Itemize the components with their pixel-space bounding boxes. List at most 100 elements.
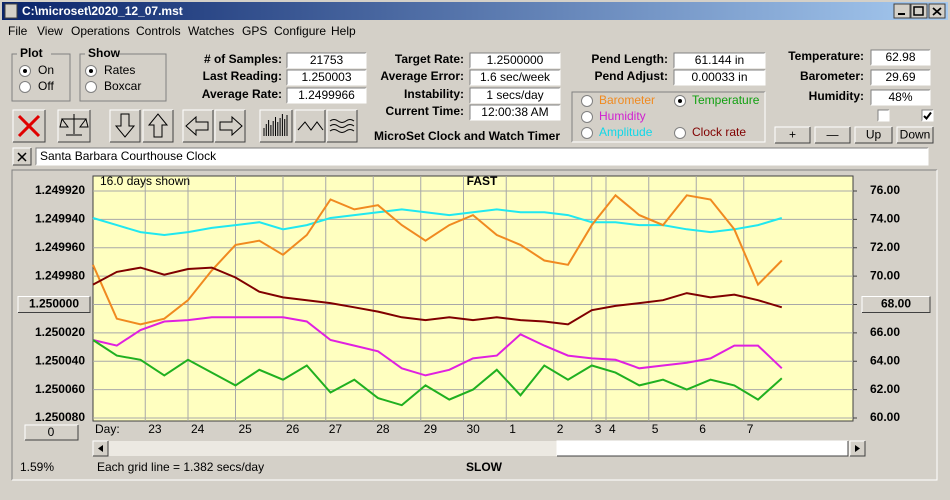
radio[interactable]: [581, 111, 593, 123]
tool-button-edge: [259, 109, 292, 142]
env-button-label[interactable]: —: [827, 128, 839, 142]
field-label: Temperature:: [788, 49, 864, 63]
offset-button-label[interactable]: 0: [48, 425, 55, 439]
tool-button-edge: [294, 109, 325, 142]
menu-item[interactable]: GPS: [242, 24, 267, 38]
series-line: [92, 266, 783, 326]
env-button[interactable]: [775, 127, 810, 143]
y2-tick-label: 72.00: [870, 240, 900, 254]
env-button-edge: [815, 127, 851, 144]
radio[interactable]: [581, 127, 593, 139]
menu-item[interactable]: File: [8, 24, 28, 38]
field-value: 12:00:38 AM: [481, 105, 548, 119]
field-label: Average Error:: [380, 69, 464, 83]
plot-select-label[interactable]: Clock rate: [692, 125, 746, 139]
field: [674, 70, 765, 85]
radio-label[interactable]: On: [38, 63, 54, 77]
checkbox-edge: [878, 110, 890, 122]
tool-button-edge: [182, 109, 213, 142]
y-marker-button[interactable]: [18, 296, 90, 313]
scroll-right-edge: [850, 441, 866, 457]
field-edge: [287, 88, 367, 104]
series-line: [92, 339, 783, 407]
env-button[interactable]: [815, 127, 850, 143]
env-button[interactable]: [855, 127, 892, 143]
radio-label[interactable]: Boxcar: [104, 79, 141, 93]
radio[interactable]: [581, 95, 593, 107]
tool-button-edge: [143, 110, 174, 143]
plot-select-label[interactable]: Temperature: [692, 93, 760, 107]
plot-select-label[interactable]: Humidity: [599, 109, 646, 123]
clock-name-field-edge: [36, 148, 929, 166]
menu-item[interactable]: View: [37, 24, 63, 38]
field: [871, 50, 930, 65]
field-edge: [286, 69, 366, 85]
radio[interactable]: [19, 81, 31, 93]
window-controls[interactable]: [893, 3, 946, 19]
field-value: 0.00033 in: [691, 70, 747, 84]
radio-label[interactable]: Off: [38, 79, 54, 93]
field-edge: [470, 70, 561, 86]
y-tick-label: 1.250040: [35, 353, 85, 367]
clear-button-edge: [13, 148, 32, 166]
y-tick-label: 1.249960: [35, 240, 85, 254]
y2-tick-label: 68.00: [881, 297, 911, 311]
x-tick-label: 24: [191, 422, 205, 436]
tool-button-edge: [260, 110, 293, 143]
y2-tick-label: 62.00: [870, 382, 900, 396]
field: [287, 70, 366, 85]
scroll-left-edge: [92, 440, 108, 456]
offset-button[interactable]: [25, 425, 78, 440]
field: [287, 53, 366, 68]
checkbox: [878, 110, 889, 121]
group-title-bg: [85, 47, 119, 59]
radio[interactable]: [85, 81, 97, 93]
menu-item[interactable]: Configure: [274, 24, 326, 38]
field-edge: [469, 69, 560, 85]
menu-item[interactable]: Watches: [188, 24, 234, 38]
clock-name[interactable]: Santa Barbara Courthouse Clock: [40, 149, 217, 163]
y2-tick-label: 74.00: [870, 212, 900, 226]
y2-marker-button-edge: [861, 296, 930, 313]
plot-select-label[interactable]: Amplitude: [599, 125, 653, 139]
icon-up: [147, 113, 169, 138]
field-edge: [673, 52, 765, 68]
group-title-bg: [17, 47, 51, 59]
env-button-edge: [855, 127, 893, 144]
group-title: Show: [88, 46, 121, 60]
field-label: Humidity:: [809, 89, 864, 103]
menu-item[interactable]: Operations: [71, 24, 130, 38]
env-button-label[interactable]: +: [789, 128, 796, 142]
icon-balance: [59, 114, 89, 136]
field-label: Pend Adjust:: [594, 69, 668, 83]
tool-button[interactable]: [327, 110, 357, 142]
env-button-label[interactable]: Up: [866, 128, 882, 142]
field: [287, 88, 366, 103]
field-label: Last Reading:: [203, 69, 282, 83]
radio[interactable]: [674, 127, 686, 139]
menu-item[interactable]: Controls: [136, 24, 181, 38]
minimize[interactable]: [893, 3, 911, 19]
clock-name-field: [36, 148, 928, 165]
y-marker-button-edge: [18, 296, 91, 313]
y-tick-label: 1.250060: [35, 382, 85, 396]
checkbox-edge: [877, 109, 889, 121]
field: [470, 70, 560, 85]
env-button[interactable]: [897, 127, 933, 143]
field-edge: [470, 88, 561, 104]
plot-select-label[interactable]: Barometer: [599, 93, 655, 107]
scroll-thumb[interactable]: [557, 441, 848, 456]
menu-item[interactable]: Help: [331, 24, 356, 38]
series-line: [92, 193, 783, 326]
env-button-label[interactable]: Down: [900, 128, 931, 142]
field-edge: [469, 52, 560, 68]
radio-label[interactable]: Rates: [104, 63, 135, 77]
x-tick-label: 28: [376, 422, 390, 436]
y2-marker-button[interactable]: [862, 296, 930, 313]
field-value: 48%: [888, 90, 912, 104]
x-tick-label: 1: [509, 422, 516, 436]
y-marker-button-edge: [17, 296, 90, 313]
field-value: 61.144 in: [695, 53, 744, 67]
tool-button-edge: [13, 110, 46, 143]
env-button-edge: [896, 126, 933, 143]
